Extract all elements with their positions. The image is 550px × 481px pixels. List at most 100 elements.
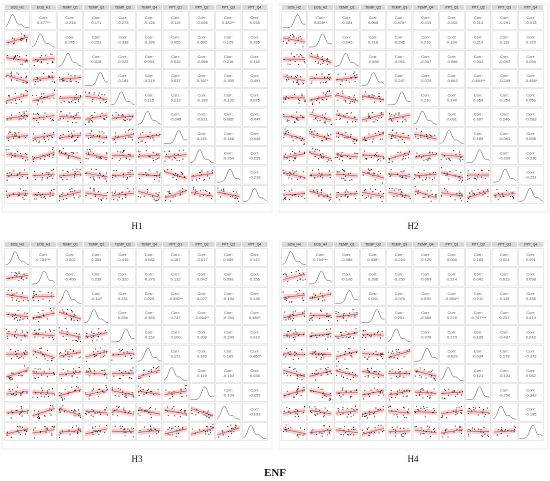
scatter-point — [407, 153, 409, 155]
corr-label: Corr: -0.086 — [341, 252, 353, 262]
scatter-point — [36, 76, 38, 78]
scatter-point — [97, 350, 99, 352]
scatter-point — [68, 429, 70, 431]
matrix-cell — [412, 50, 439, 69]
scatter-point — [314, 155, 316, 158]
scatter-point — [486, 189, 489, 191]
scatter-point — [377, 174, 379, 176]
scatter-point — [231, 196, 233, 198]
scatter-point — [174, 415, 176, 417]
scatter-point — [125, 157, 128, 159]
regression-line — [6, 369, 29, 378]
scatter-point — [343, 173, 345, 175]
scatter-point — [346, 112, 348, 114]
scatter-point — [94, 348, 97, 350]
scatter-point — [67, 73, 69, 75]
scatter-point — [114, 191, 117, 193]
scatter-point — [423, 135, 425, 137]
scatter-point — [177, 425, 179, 427]
matrix-cell — [242, 107, 268, 127]
scatter-point — [471, 427, 474, 429]
scatter-point — [53, 81, 55, 83]
scatter-point — [445, 174, 447, 176]
scatter-point — [70, 101, 72, 103]
scatter-point — [382, 132, 384, 134]
scatter-point — [223, 188, 225, 190]
scatter-point — [445, 430, 447, 432]
scatter-point — [14, 131, 16, 134]
scatter-point — [390, 169, 392, 171]
scatter-point — [116, 405, 118, 407]
matrix-cell — [242, 88, 268, 108]
scatter-point — [323, 136, 325, 138]
scatter-point — [147, 188, 149, 190]
regression-line — [388, 350, 411, 358]
scatter-point — [316, 54, 318, 56]
scatter-point — [347, 191, 349, 193]
scatter-point — [322, 354, 324, 356]
scatter-point — [72, 152, 74, 154]
matrix-cell — [189, 287, 215, 306]
scatter-point — [209, 429, 211, 431]
density-curve — [5, 251, 29, 265]
scatter-point — [87, 370, 89, 372]
scatter-point — [182, 172, 184, 174]
scatter-point — [78, 196, 80, 198]
scatter-point — [37, 103, 39, 105]
corr-label: Corr: -0.193 — [249, 407, 261, 417]
scatter-point — [196, 191, 198, 193]
scatter-point — [454, 175, 457, 177]
matrix-h4: SOS_H4 EOS_H4 TEMP_Q1 TEMP_Q2 TEMP_Q3 TEMP_Q4… — [278, 240, 549, 450]
scatter-point — [368, 133, 370, 135]
scatter-point — [478, 428, 480, 430]
scatter-point — [300, 139, 302, 141]
scatter-point — [42, 310, 44, 312]
scatter-point — [25, 77, 27, 79]
scatter-point — [393, 428, 395, 430]
scatter-point — [202, 429, 204, 431]
scatter-point — [33, 437, 36, 439]
scatter-point — [173, 153, 175, 155]
scatter-point — [207, 410, 209, 412]
scatter-point — [368, 410, 370, 412]
scatter-point — [282, 291, 284, 293]
scatter-point — [104, 432, 106, 434]
scatter-point — [23, 190, 25, 192]
scatter-point — [173, 406, 175, 408]
matrix-cell — [215, 364, 242, 383]
scatter-point — [326, 64, 328, 66]
corr-label: Corr: 0.036 — [250, 368, 261, 378]
scatter-point — [47, 428, 49, 430]
corr-label: Corr: 0.245 — [65, 34, 76, 44]
scatter-point — [105, 386, 107, 388]
scatter-point — [329, 398, 331, 400]
scatter-point — [168, 157, 170, 159]
scatter-point — [316, 433, 318, 435]
scatter-point — [62, 117, 64, 119]
scatter-point — [40, 430, 42, 433]
scatter-point — [356, 312, 358, 314]
scatter-point — [513, 431, 515, 433]
scatter-point — [153, 367, 155, 369]
scatter-point — [366, 429, 369, 431]
corr-label: Corr: 0.482** — [222, 15, 236, 25]
corr-label: Corr: -0.247 — [394, 73, 406, 83]
scatter-point — [326, 133, 328, 135]
regression-line — [85, 134, 108, 139]
scatter-point — [16, 425, 18, 428]
scatter-point — [38, 299, 40, 301]
matrix-cell — [360, 248, 386, 267]
scatter-point — [23, 334, 26, 336]
scatter-point — [25, 55, 27, 57]
scatter-point — [504, 429, 506, 431]
matrix-cell — [57, 50, 83, 69]
matrix-cell — [242, 287, 268, 306]
scatter-point — [10, 289, 13, 291]
scatter-point — [406, 395, 408, 397]
scatter-point — [327, 134, 329, 136]
scatter-point — [26, 277, 28, 279]
scatter-point — [99, 156, 101, 158]
scatter-point — [75, 80, 77, 83]
scatter-point — [97, 198, 99, 200]
scatter-point — [151, 416, 153, 418]
